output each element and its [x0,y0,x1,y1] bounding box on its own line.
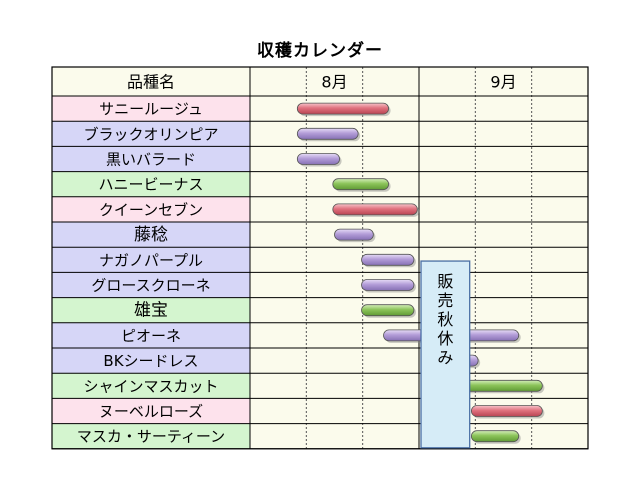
row-name: ハニービーナス [98,176,203,194]
harvest-bar [332,203,418,216]
row-name: シャインマスカット [83,377,218,395]
name-cell-background [52,121,250,147]
name-cell-background [52,222,250,248]
name-cell-background [52,322,250,348]
row-name: BKシードレス [103,352,198,370]
row-name: グロースクローネ [91,277,210,295]
name-cell-background [52,398,250,424]
harvest-bar [296,153,340,165]
row-name: 雄宝 [134,301,168,321]
harvest-bar [332,178,389,191]
harvest-bar [361,304,415,317]
closure-label-char: 休 [437,329,453,348]
name-cell-background [52,373,250,399]
row-name: クイーンセブン [99,201,203,219]
name-cell-background [52,196,250,222]
closure-box [420,260,471,449]
harvest-bar [470,430,520,443]
month-label: 9月 [490,73,516,92]
closure-label-char: 売 [437,291,453,310]
name-cell-background [52,297,250,323]
row-name: ナガノパープル [99,251,203,269]
harvest-bar [470,405,543,417]
table-border [51,66,589,450]
harvest-bar [296,102,389,115]
closure-label-char: 販 [437,272,453,291]
header-name-column: 品種名 [127,73,175,92]
row-name: 藤稔 [134,225,168,245]
month-label: 8月 [321,73,347,92]
name-cell-background [52,171,250,197]
row-name: ヌーベルローズ [99,403,203,421]
name-cell-background [52,247,250,273]
harvest-bar [361,279,415,291]
row-name: ピオーネ [121,327,181,345]
harvest-bar [296,127,359,140]
row-name: サニールージュ [99,100,203,118]
row-name: マスカ・サーティーン [77,428,225,446]
name-cell-background [52,272,250,298]
name-cell-background [52,96,250,122]
closure-label-char: み [437,348,453,367]
row-name: 黒いバラード [106,151,196,169]
harvest-bar [334,228,374,241]
name-cell-background [52,348,250,374]
name-cell-background [52,423,250,449]
chart-title: 収穫カレンダー [257,41,383,61]
name-cell-background [52,146,250,172]
harvest-bar [361,253,415,266]
closure-label-char: 秋 [437,310,453,329]
row-name: ブラックオリンピア [83,125,218,143]
